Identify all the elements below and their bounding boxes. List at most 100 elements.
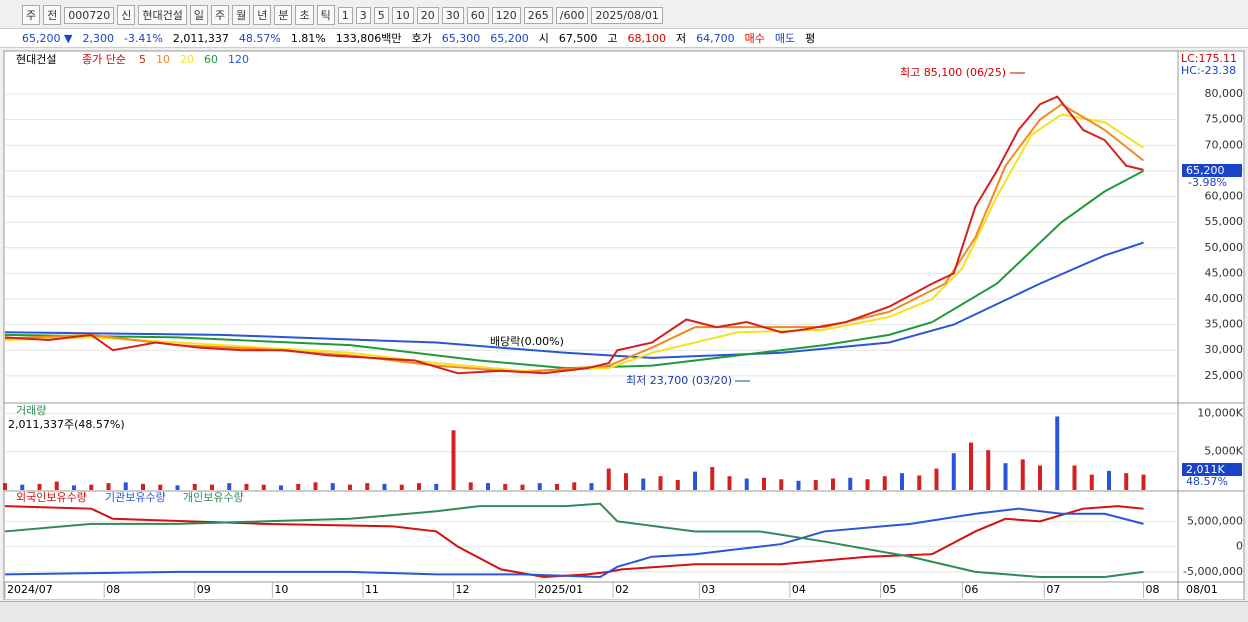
toolbar-item[interactable]: 2025/08/01 [591,6,663,24]
toolbar-item[interactable]: 10 [391,6,414,24]
volume-bar [261,484,266,490]
quote-field: 평 [805,32,816,45]
toolbar-item[interactable]: 주 [210,5,230,25]
annotation: 최저 23,700 (03/20) [626,374,732,387]
last-box [1182,164,1242,177]
right-label: 48.57% [1186,475,1228,488]
toolbar-item[interactable]: 000720 [64,6,115,24]
volume-bar [158,484,163,490]
toolbar-item[interactable]: 일 [189,5,208,25]
x-tick-label: 07 [1046,583,1060,596]
y-tick-label: 0 [1236,540,1243,553]
volume-bar [365,483,370,490]
series-line [4,95,1144,375]
quote-field: 65,200 [490,31,529,45]
volume-bar [1055,416,1060,490]
volume-bar [693,471,697,490]
volume-bar [382,483,387,490]
series-line [4,502,1144,578]
toolbar-item[interactable]: 주 [22,5,41,25]
x-tick-label: 08 [1146,583,1160,596]
y-tick-label: 10,000K [1197,406,1243,419]
quote-field: 매수 [744,32,765,45]
toolbar-item[interactable]: 초 [295,5,314,25]
legend-entry: 기관보유수량 [105,491,166,504]
toolbar-item[interactable]: 265 [523,6,553,24]
volume-bar [486,483,490,490]
series-line [4,241,1144,359]
volume-bar [1038,465,1042,490]
volume-bar [831,478,835,490]
toolbar-item[interactable]: 전 [43,5,62,25]
x-tick-label: 06 [964,583,978,596]
volume-bar [468,482,473,490]
quote-field: 133,806백만 [335,32,402,45]
right-label: 2,011K [1186,463,1225,476]
legend-entry: 120 [228,53,249,66]
volume-bar [279,485,283,490]
toolbar-item[interactable]: 20 [416,6,439,24]
quote-field: 68,100 [627,31,667,45]
volume-bar [89,484,94,490]
legend-entry: 20 [180,53,194,66]
volume-bar [589,483,594,490]
volume-bar [399,484,404,490]
x-tick-label: 02 [615,583,629,596]
quote-field: 2,011,337 [172,31,229,45]
toolbar-item[interactable]: 30 [441,6,464,24]
volume-bar [727,476,732,490]
volume-bar [1072,465,1077,490]
annotation: 최고 85,100 (06/25) [900,66,1006,79]
toolbar-item[interactable]: 120 [491,6,521,24]
volume-bar [37,483,42,490]
panel-detail: 2,011,337주(48.57%) [8,418,125,431]
y-tick-label: 35,000 [1205,318,1244,331]
quote-field: 시 [538,32,549,45]
series-line [4,507,1144,578]
series-line [4,170,1144,370]
toolbar-item[interactable]: 60 [466,6,489,24]
volume-bar [744,478,749,490]
quote-field: 67,500 [558,31,598,45]
quote-field: 64,700 [696,31,735,45]
volume-bar [175,485,180,490]
volume-bar [951,453,956,490]
quote-field: 저 [676,32,687,45]
toolbar-item[interactable]: 월 [232,5,251,25]
toolbar-item[interactable]: 5 [373,6,389,24]
status-bar [0,601,1248,622]
x-tick-label: 04 [792,583,806,596]
toolbar-item[interactable]: 신 [117,5,136,25]
y-tick-label: 25,000 [1205,369,1244,382]
toolbar-item[interactable]: 분 [274,5,293,25]
toolbar-item[interactable]: 틱 [316,5,335,25]
volume-bar [72,485,76,490]
quote-field: 65,200 ▼ [22,31,73,45]
volume-bar [1089,474,1094,490]
volume-bar [20,484,25,490]
volume-bar [1124,473,1129,490]
right-label: LC:175.11 [1181,52,1237,65]
volume-bar [537,483,542,490]
last-box [1182,463,1242,476]
volume-bar [296,483,301,490]
volume-bar [917,475,922,490]
volume-bar [434,483,439,490]
volume-bar [779,479,784,490]
x-tick-label: 09 [197,583,211,596]
volume-bar [244,483,249,490]
quote-field: 1.81% [290,31,326,45]
volume-bar [969,442,973,490]
quote-field: 48.57% [238,31,281,45]
series-line [4,113,1145,372]
stock-label: 현대건설 [16,53,56,66]
right-label: 65,200 [1186,164,1225,177]
toolbar-item[interactable]: 현대건설 [138,5,187,25]
toolbar-item[interactable]: /600 [555,6,589,24]
toolbar-item[interactable]: 3 [355,6,371,24]
volume-bar [1020,459,1025,490]
x-cursor-label: 08/01 [1186,583,1218,596]
toolbar-item[interactable]: 1 [337,6,353,24]
toolbar-item[interactable]: 년 [253,5,272,25]
y-tick-label: 60,000 [1205,190,1244,203]
